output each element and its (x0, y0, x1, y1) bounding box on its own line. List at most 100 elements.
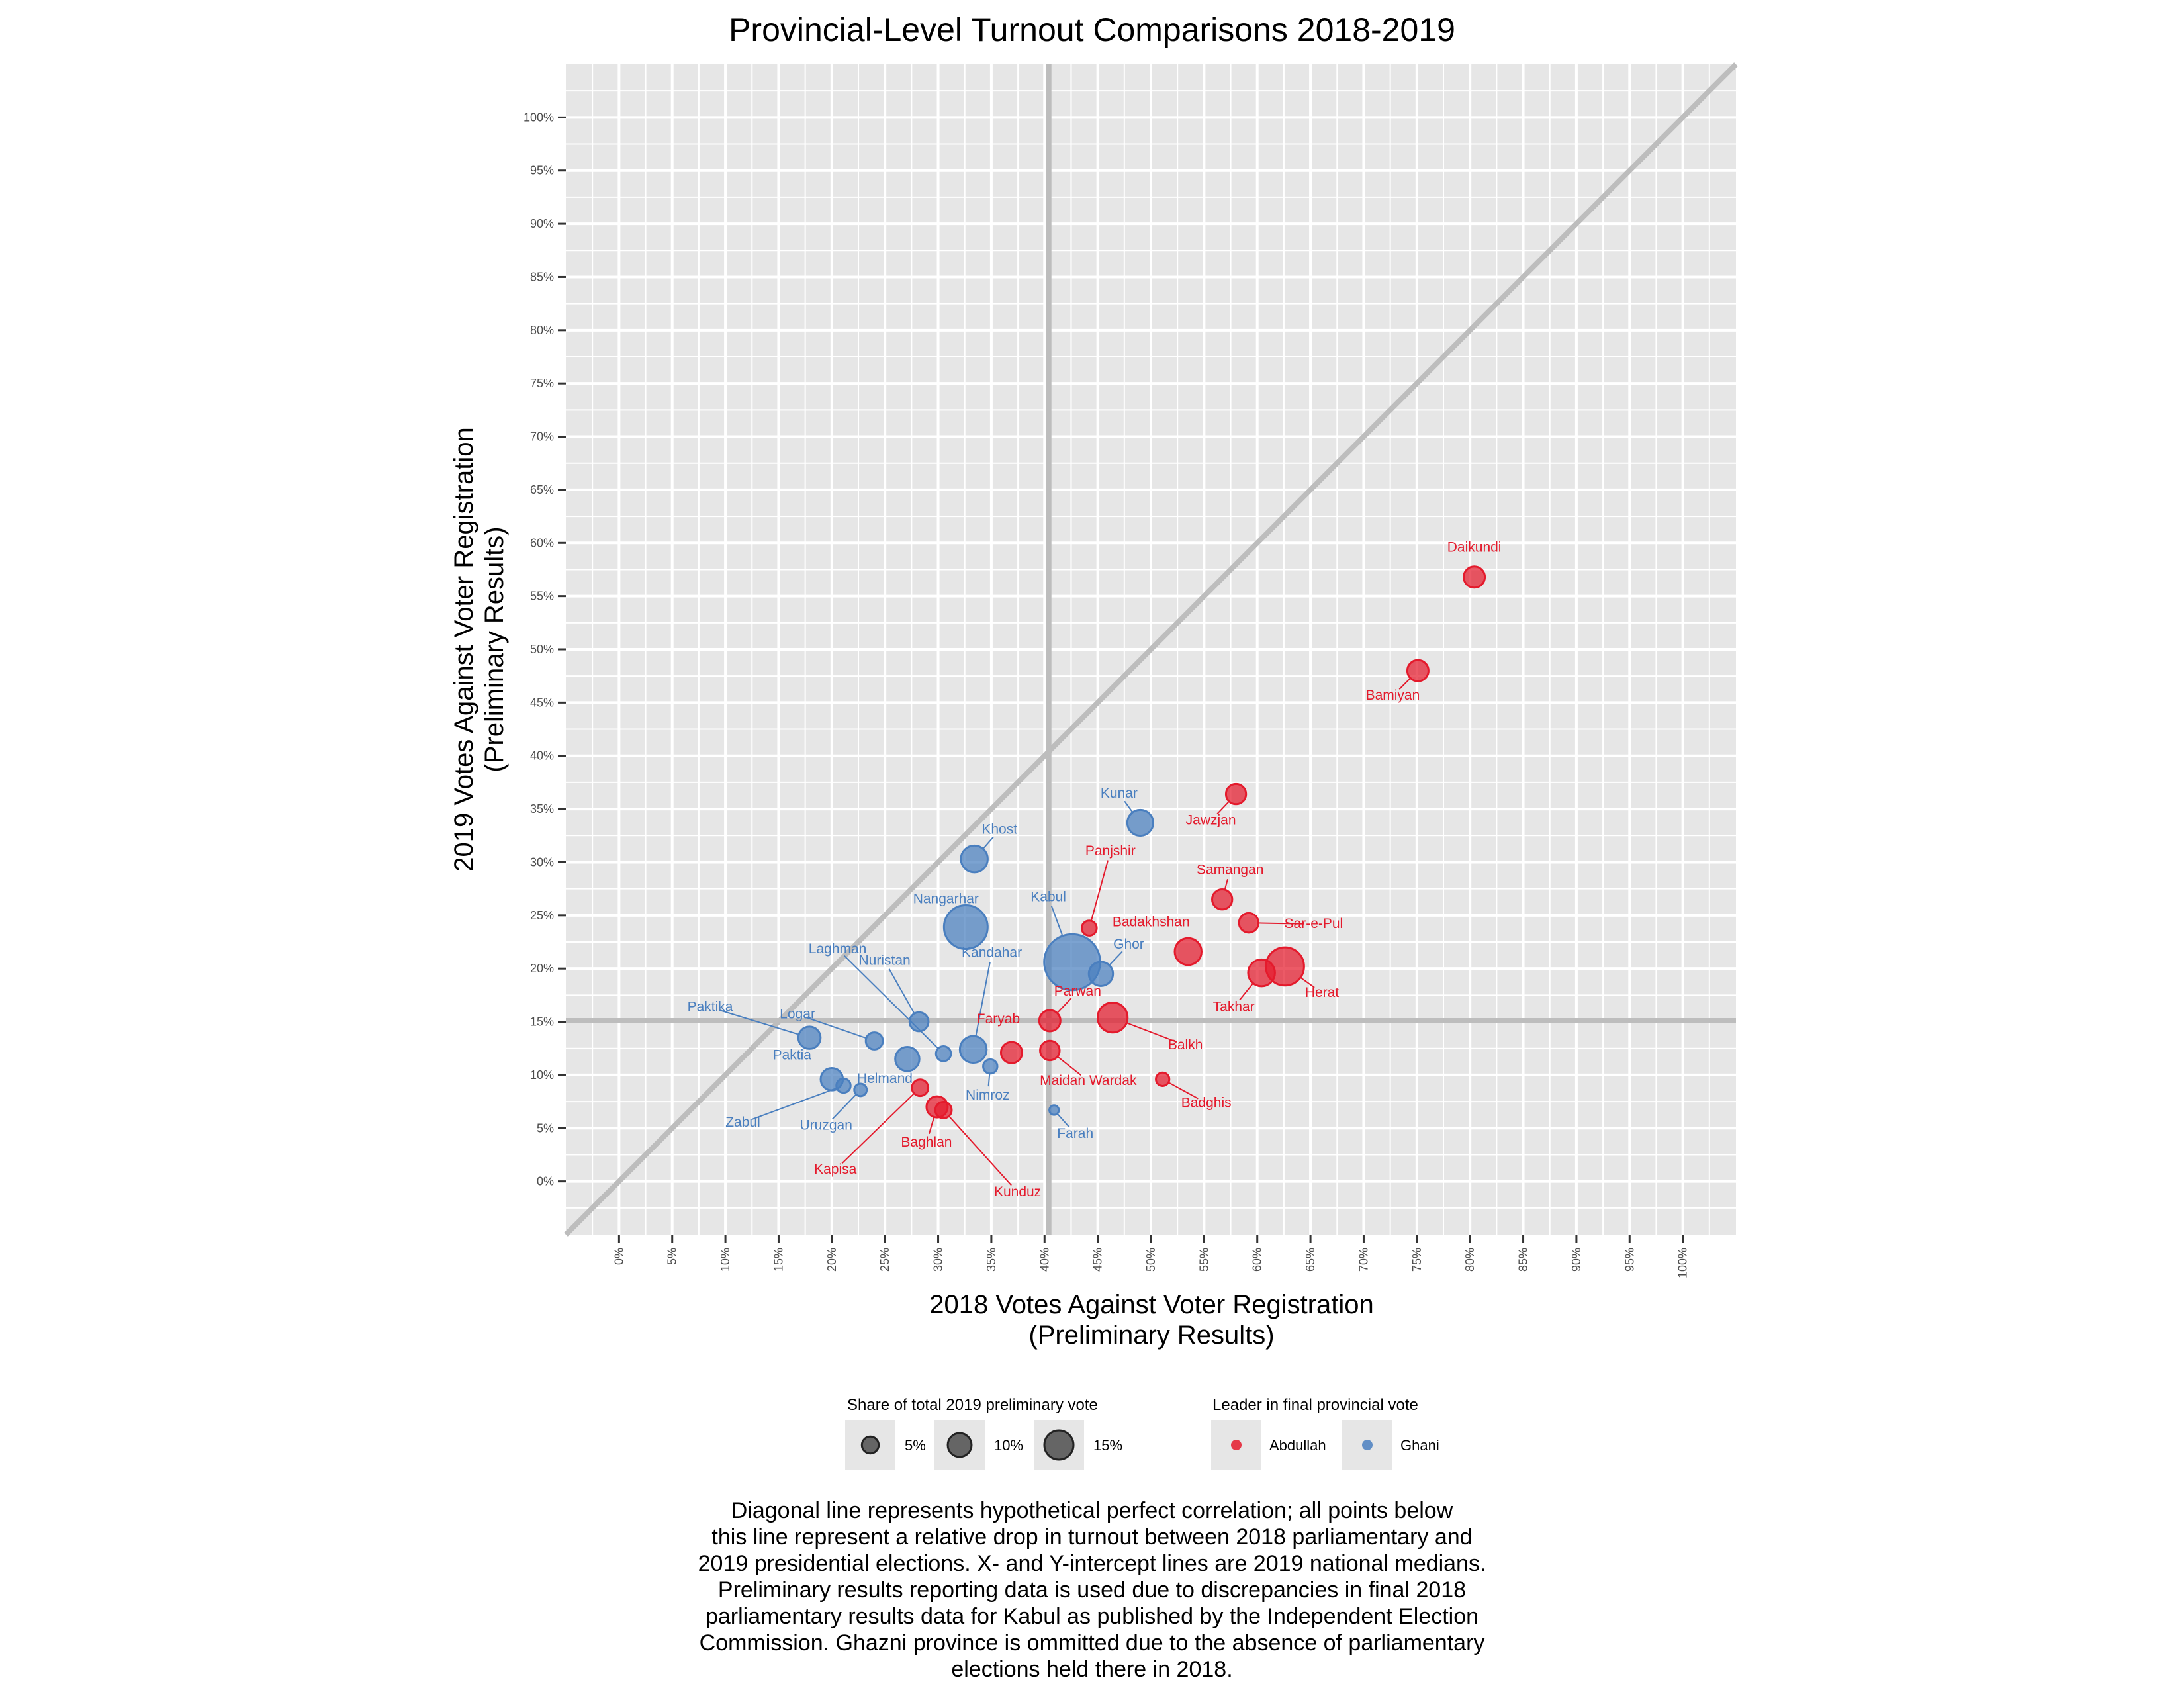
y-tick-label: 15% (530, 1015, 554, 1029)
y-axis: 0% 5% 10% 15% 20% 25% 30% 35% 40% 45% 50% 55% 60% 65%… (523, 111, 566, 1188)
x-tick-label: 85% (1517, 1248, 1530, 1272)
data-point (982, 1058, 999, 1075)
caption-line: this line represent a relative drop in t… (711, 1524, 1473, 1550)
point-label: Kandahar (962, 945, 1022, 960)
y-tick-label: 100% (523, 111, 554, 124)
diagonal-reference-line (564, 62, 1738, 1237)
point-label: Paktia (773, 1047, 812, 1062)
label-leader-line (1124, 800, 1134, 813)
y-tick-label: 45% (530, 696, 554, 709)
data-point (1038, 1009, 1062, 1033)
x-tick-label: 70% (1357, 1248, 1370, 1272)
point-label: Khost (981, 822, 1017, 837)
caption-line: Diagonal line represents hypothetical pe… (731, 1498, 1453, 1523)
color-legend-label: Abdullah (1269, 1437, 1326, 1454)
point-label: Kunduz (994, 1184, 1041, 1199)
point-label: Maidan Wardak (1040, 1073, 1137, 1088)
label-leader-line (806, 1017, 867, 1039)
label-leader-line (1398, 677, 1411, 690)
y-tick-label: 20% (530, 962, 554, 975)
data-point (908, 1011, 930, 1033)
x-tick-label: 45% (1091, 1248, 1105, 1272)
data-point (894, 1046, 921, 1072)
point-label: Badghis (1181, 1095, 1232, 1110)
caption-line: elections held there in 2018. (951, 1657, 1233, 1682)
point-label: Balkh (1168, 1037, 1203, 1053)
y-tick-label: 90% (530, 217, 554, 230)
color-legend-label: Ghani (1400, 1437, 1439, 1454)
x-tick-label: 5% (666, 1248, 679, 1265)
data-point (797, 1025, 822, 1050)
x-tick-label: 65% (1304, 1248, 1317, 1272)
x-axis-title-line2: (Preliminary Results) (1028, 1321, 1274, 1350)
data-point (960, 844, 989, 874)
label-leader-line (1109, 951, 1123, 966)
label-leader-line (948, 1115, 1012, 1186)
point-label: Logar (780, 1006, 815, 1021)
label-leader-line (1300, 976, 1315, 988)
point-label: Baghlan (901, 1135, 952, 1150)
point-label: Helmand (857, 1071, 913, 1086)
point-label: Bamiyan (1366, 688, 1420, 703)
y-tick-label: 10% (530, 1068, 554, 1082)
x-tick-label: 0% (612, 1248, 625, 1265)
label-leader-line (832, 1094, 857, 1120)
label-leader-line (1056, 998, 1072, 1014)
data-point (1238, 912, 1260, 934)
x-tick-label: 25% (878, 1248, 891, 1272)
point-label: Parwan (1054, 984, 1101, 999)
y-tick-label: 70% (530, 430, 554, 444)
point-label: Farah (1057, 1126, 1093, 1141)
y-tick-label: 95% (530, 164, 554, 177)
y-axis-title-line2: (Preliminary Results) (480, 526, 509, 772)
point-label: Kapisa (814, 1162, 857, 1177)
point-label: Paktika (688, 1000, 733, 1015)
data-point (1406, 659, 1430, 682)
label-leader-line (1168, 1082, 1199, 1100)
data-point (1173, 937, 1203, 966)
data-point (999, 1041, 1023, 1064)
label-leader-line (928, 1117, 935, 1134)
data-point (1039, 1039, 1061, 1062)
data-point (934, 1101, 953, 1119)
point-label: Zabul (725, 1115, 760, 1130)
label-leader-line (1126, 1022, 1177, 1043)
x-tick-label: 50% (1144, 1248, 1158, 1272)
x-tick-label: 10% (719, 1248, 732, 1272)
label-leader-line (982, 836, 994, 849)
x-tick-label: 55% (1197, 1248, 1210, 1272)
major-gridlines (566, 64, 1736, 1235)
point-label: Jawzjan (1186, 813, 1236, 828)
label-leader-line (1057, 1056, 1081, 1076)
data-point (1126, 808, 1155, 837)
size-legend-title: Share of total 2019 preliminary vote (847, 1396, 1098, 1414)
label-leader-lines (719, 677, 1411, 1186)
y-axis-title-line1: 2019 Votes Against Voter Registration (449, 427, 478, 872)
y-tick-label: 85% (530, 270, 554, 283)
color-legend-dot (1231, 1440, 1242, 1450)
label-leader-line (1239, 982, 1254, 1001)
point-label: Faryab (977, 1011, 1020, 1027)
point-label: Kunar (1101, 786, 1138, 801)
label-leader-line (1056, 1113, 1070, 1128)
y-tick-label: 75% (530, 377, 554, 390)
x-tick-label: 80% (1463, 1248, 1477, 1272)
data-point (1080, 919, 1098, 937)
label-leader-line (975, 961, 991, 1037)
caption-line: Commission. Ghazni province is ommitted … (699, 1630, 1485, 1656)
point-label: Uruzgan (800, 1117, 852, 1133)
x-tick-label: 100% (1676, 1248, 1690, 1278)
size-legend-bubble (860, 1435, 880, 1455)
x-tick-label: 90% (1570, 1248, 1583, 1272)
color-legend-dot (1362, 1440, 1373, 1450)
point-label: Panjshir (1085, 843, 1136, 859)
point-label: Nuristan (859, 953, 911, 968)
point-label: Ghor (1113, 937, 1144, 952)
point-label: Daikundi (1447, 540, 1502, 555)
y-tick-label: 5% (537, 1121, 554, 1135)
data-point (958, 1035, 988, 1064)
data-point (1155, 1071, 1171, 1087)
data-point (1211, 888, 1234, 911)
data-point (942, 904, 989, 950)
